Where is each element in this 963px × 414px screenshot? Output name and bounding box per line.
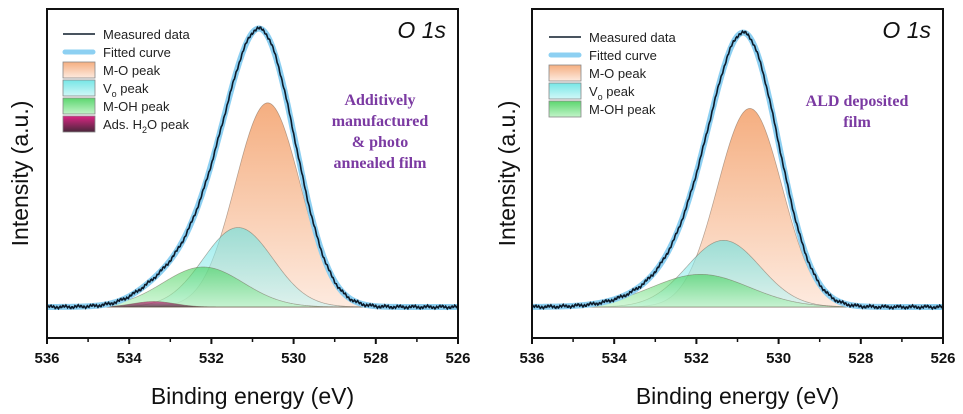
legend-item: Vo peak — [548, 82, 635, 102]
measured-data-line — [46, 25, 459, 311]
x-tick-label: 528 — [363, 350, 388, 367]
legend-item: Ads. H2O peak — [62, 115, 189, 135]
legend-item: M-O peak — [548, 64, 647, 82]
x-tick-label: 536 — [519, 350, 544, 367]
x-tick-label: 526 — [445, 350, 470, 367]
sample-annotation: & photo — [352, 134, 408, 151]
x-axis-title: Binding energy (eV) — [636, 383, 839, 409]
y-axis-title: Intensity (a.u.) — [7, 101, 33, 247]
x-tick-label: 530 — [281, 350, 306, 367]
legend: Measured data Fitted curve M-O peak Vo peak… — [548, 30, 676, 118]
x-tick-label: 526 — [930, 350, 955, 367]
y-axis-title: Intensity (a.u.) — [494, 101, 520, 247]
legend-item: M-O peak — [62, 61, 161, 79]
panel-title: O 1s — [882, 17, 931, 43]
legend-swatch-patch — [62, 79, 96, 97]
sample-annotation: Additively — [344, 92, 415, 109]
legend: Measured data Fitted curve M-O peak Vo peak… — [62, 27, 190, 135]
x-tick-label: 530 — [766, 350, 791, 367]
legend-label: Measured data — [589, 30, 676, 45]
x-tick-label: 534 — [117, 350, 143, 367]
legend-item: Vo peak — [62, 79, 149, 99]
legend-label: Vo peak — [589, 84, 635, 102]
legend-label: M-O peak — [103, 63, 161, 78]
legend-label: M-O peak — [589, 66, 647, 81]
x-axis-title: Binding energy (eV) — [151, 383, 354, 409]
legend-item: M-OH peak — [548, 100, 656, 118]
panel-title: O 1s — [397, 17, 446, 43]
legend-label: Fitted curve — [589, 48, 657, 63]
x-tick-label: 528 — [848, 350, 873, 367]
legend-label: Measured data — [103, 27, 190, 42]
sample-annotation: film — [843, 114, 871, 131]
legend-label: Fitted curve — [103, 45, 171, 60]
x-tick-label: 536 — [34, 350, 59, 367]
panel-1: 536 534 532 530 528 526 Binding energy (eV) Int… — [7, 8, 471, 409]
legend-swatch-patch — [62, 97, 96, 115]
legend-label: Vo peak — [103, 81, 149, 99]
x-tick-label: 532 — [199, 350, 224, 367]
legend-label: M-OH peak — [589, 102, 656, 117]
legend-swatch-patch — [548, 82, 582, 100]
sample-annotation: manufactured — [332, 113, 429, 130]
legend-label: Ads. H2O peak — [103, 117, 189, 135]
legend-item: M-OH peak — [62, 97, 170, 115]
legend-swatch-patch — [548, 64, 582, 82]
sample-annotation: ALD deposited — [806, 93, 909, 110]
panel-2: 536 534 532 530 528 526 Binding energy (eV) Int… — [494, 8, 956, 409]
legend-swatch-patch — [548, 100, 582, 118]
legend-item: Measured data — [549, 30, 676, 45]
measured-data-line — [531, 29, 944, 311]
x-tick-label: 532 — [684, 350, 709, 367]
legend-item: Measured data — [63, 27, 190, 42]
legend-label: M-OH peak — [103, 99, 170, 114]
legend-swatch-patch — [62, 115, 96, 133]
legend-item: Fitted curve — [548, 48, 657, 63]
legend-swatch-patch — [62, 61, 96, 79]
legend-item: Fitted curve — [62, 45, 171, 60]
sample-annotation: annealed film — [334, 155, 428, 172]
x-tick-label: 534 — [602, 350, 628, 367]
